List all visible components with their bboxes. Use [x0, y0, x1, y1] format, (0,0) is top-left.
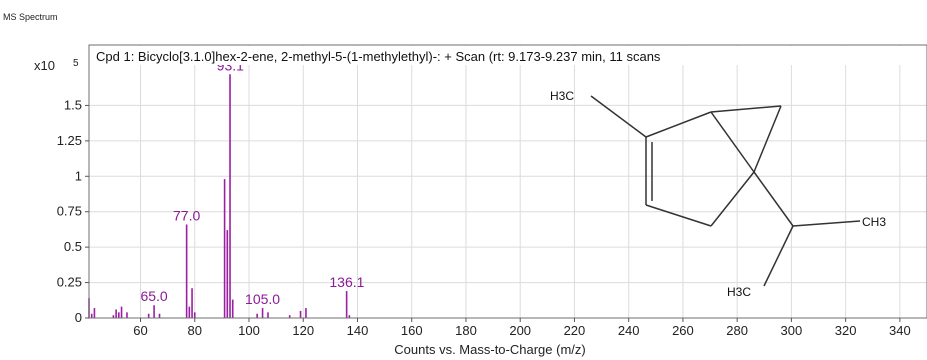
y-tick-label: 1.5: [64, 97, 82, 112]
peak-label: 77.0: [173, 207, 200, 223]
peak-label: 105.0: [245, 291, 280, 307]
x-tick-label: 260: [672, 323, 694, 338]
structure-label-right: CH3: [862, 215, 886, 229]
title-backdrop: [90, 46, 926, 65]
x-tick-label: 300: [781, 323, 803, 338]
y-tick-label: 0.25: [57, 275, 82, 290]
x-tick-label: 280: [726, 323, 748, 338]
grid-group: [89, 45, 927, 318]
x-tick-label: 200: [509, 323, 531, 338]
y-tick-label: 1.25: [57, 133, 82, 148]
x-tick-label: 180: [455, 323, 477, 338]
x-ticks-group: 60 80 100 120 140 160 180 200 220 240 260 280 300 320…: [133, 318, 911, 338]
chart-title: Cpd 1: Bicyclo[3.1.0]hex-2-ene, 2-methyl…: [96, 49, 661, 64]
plot-frame: [88, 44, 927, 319]
peak-label: 65.0: [140, 288, 167, 304]
x-tick-label: 320: [835, 323, 857, 338]
x-tick-label: 140: [347, 323, 369, 338]
x-axis-title: Counts vs. Mass-to-Charge (m/z): [394, 342, 585, 357]
bars-group: [88, 74, 351, 318]
x-tick-label: 100: [238, 323, 260, 338]
y-tick-label: 0.75: [57, 204, 82, 219]
y-ticks-group: 0 0.25 0.5 0.75 1 1.25 1.5: [57, 97, 89, 325]
y-exponent: 5: [73, 58, 79, 69]
x-tick-label: 80: [188, 323, 202, 338]
structure-label-top: H3C: [550, 89, 574, 103]
y-tick-label: 1: [75, 168, 82, 183]
x-tick-label: 340: [889, 323, 911, 338]
y-tick-label: 0.5: [64, 239, 82, 254]
structure-label-bottom: H3C: [727, 285, 751, 299]
panel-title: MS Spectrum: [3, 12, 58, 22]
x-tick-label: 60: [133, 323, 147, 338]
y-tick-label: 0: [75, 310, 82, 325]
x-tick-label: 160: [401, 323, 423, 338]
x-tick-label: 120: [292, 323, 314, 338]
y-multiplier: x10: [34, 58, 55, 73]
x-tick-label: 240: [618, 323, 640, 338]
peak-label: 136.1: [329, 274, 364, 290]
molecule-structure: [590, 95, 861, 287]
x-tick-label: 220: [564, 323, 586, 338]
